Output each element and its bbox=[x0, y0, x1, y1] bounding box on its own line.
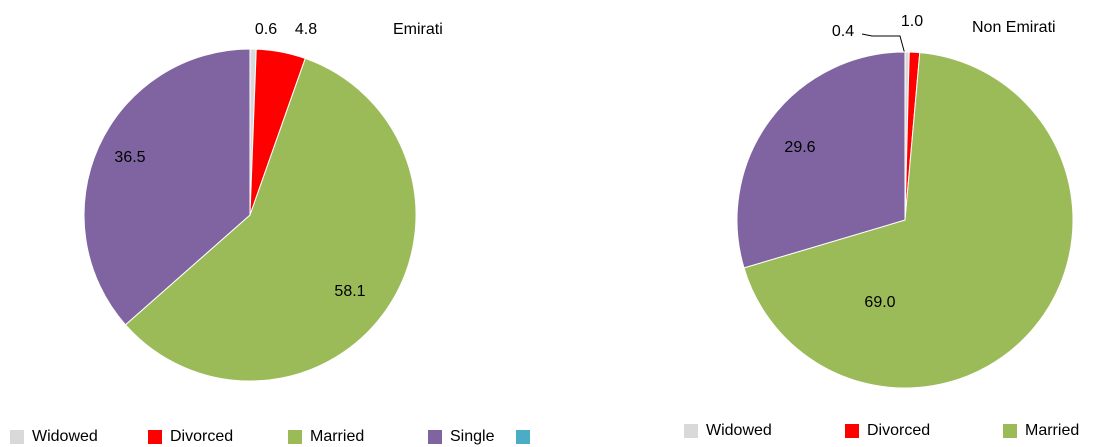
data-label: 0.4 bbox=[832, 23, 854, 40]
pie-slice bbox=[736, 51, 906, 269]
leader-line bbox=[861, 33, 907, 59]
data-label: 0.6 bbox=[255, 21, 277, 38]
legend-label: Single bbox=[450, 428, 495, 445]
legend-label: Divorced bbox=[867, 422, 930, 439]
legend-label: Widowed bbox=[706, 422, 772, 439]
legend-label: Married bbox=[1025, 422, 1079, 439]
data-label: 29.6 bbox=[784, 139, 815, 156]
chart-title: Non Emirati bbox=[972, 19, 1056, 36]
pie-slice bbox=[124, 57, 417, 382]
data-label: 69.0 bbox=[864, 294, 895, 311]
data-label: 1.0 bbox=[901, 13, 923, 30]
chart-title: Emirati bbox=[393, 21, 443, 38]
legend-label: Married bbox=[310, 428, 364, 445]
legend-swatch bbox=[428, 430, 442, 444]
legend-swatch bbox=[516, 430, 530, 444]
legend-swatch bbox=[684, 424, 698, 438]
legend-swatch bbox=[148, 430, 162, 444]
data-label: 36.5 bbox=[114, 149, 145, 166]
data-label: 58.1 bbox=[334, 283, 365, 300]
legend-swatch bbox=[10, 430, 24, 444]
legend-swatch bbox=[845, 424, 859, 438]
pie-slice bbox=[83, 48, 251, 326]
legend-swatch bbox=[288, 430, 302, 444]
legend-label: Widowed bbox=[32, 428, 98, 445]
pie-slice bbox=[743, 52, 1074, 389]
legend-label: Divorced bbox=[170, 428, 233, 445]
data-label: 4.8 bbox=[295, 21, 317, 38]
legend-swatch bbox=[1003, 424, 1017, 438]
